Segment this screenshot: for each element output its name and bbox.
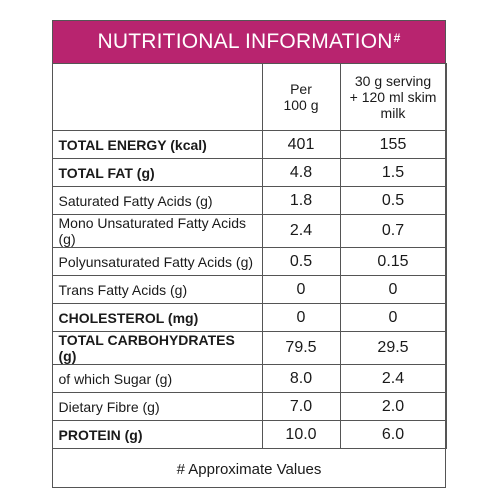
nutrient-value: 0.5 bbox=[339, 186, 447, 215]
nutrition-table: Per 100 g 30 g serving + 120 ml skim mil… bbox=[51, 63, 447, 449]
nutrient-value: 0 bbox=[261, 303, 341, 332]
nutrient-label: TOTAL CARBOHYDRATES (g) bbox=[51, 331, 263, 365]
column-header-cell: 30 g serving + 120 ml skim milk bbox=[339, 63, 447, 131]
empty-cell bbox=[51, 63, 263, 131]
nutrient-value: 2.4 bbox=[261, 214, 341, 248]
nutrient-label: TOTAL FAT (g) bbox=[51, 158, 263, 187]
nutrient-row: TOTAL FAT (g) 4.8 1.5 bbox=[51, 158, 447, 187]
header: NUTRITIONAL INFORMATION # bbox=[53, 21, 445, 63]
nutrient-value: 4.8 bbox=[261, 158, 341, 187]
nutrient-value: 155 bbox=[339, 130, 447, 159]
nutrient-value: 7.0 bbox=[261, 392, 341, 421]
nutrient-value: 0.5 bbox=[261, 247, 341, 276]
nutrient-label: of which Sugar (g) bbox=[51, 364, 263, 393]
nutrient-value: 2.0 bbox=[339, 392, 447, 421]
nutrient-label: CHOLESTEROL (mg) bbox=[51, 303, 263, 332]
nutrient-row: CHOLESTEROL (mg) 0 0 bbox=[51, 303, 447, 332]
nutrient-label: Trans Fatty Acids (g) bbox=[51, 275, 263, 304]
nutrient-row: of which Sugar (g) 8.0 2.4 bbox=[51, 364, 447, 393]
title-superscript: # bbox=[393, 31, 401, 45]
nutrient-value: 0 bbox=[339, 303, 447, 332]
nutrient-row: Polyunsaturated Fatty Acids (g) 0.5 0.15 bbox=[51, 247, 447, 276]
nutrient-value: 79.5 bbox=[261, 331, 341, 365]
column-header: Per 100 g bbox=[283, 81, 319, 113]
nutrient-value: 6.0 bbox=[339, 420, 447, 449]
nutrient-label: Mono Unsaturated Fatty Acids (g) bbox=[51, 214, 263, 248]
nutrient-row: Dietary Fibre (g) 7.0 2.0 bbox=[51, 392, 447, 421]
nutrient-row: TOTAL CARBOHYDRATES (g) 79.5 29.5 bbox=[51, 331, 447, 365]
column-header-cell: Per 100 g bbox=[261, 63, 341, 131]
nutrient-value: 1.8 bbox=[261, 186, 341, 215]
nutrient-value: 8.0 bbox=[261, 364, 341, 393]
nutrient-label: PROTEIN (g) bbox=[51, 420, 263, 449]
nutrient-value: 2.4 bbox=[339, 364, 447, 393]
nutrient-value: 10.0 bbox=[261, 420, 341, 449]
nutrient-value: 1.5 bbox=[339, 158, 447, 187]
column-header: 30 g serving + 120 ml skim milk bbox=[349, 73, 437, 121]
nutrient-label: Saturated Fatty Acids (g) bbox=[51, 186, 263, 215]
nutrient-value: 401 bbox=[261, 130, 341, 159]
nutrient-value: 0.7 bbox=[339, 214, 447, 248]
nutrient-label: Polyunsaturated Fatty Acids (g) bbox=[51, 247, 263, 276]
nutrient-row: PROTEIN (g) 10.0 6.0 bbox=[51, 420, 447, 449]
nutrient-label: TOTAL ENERGY (kcal) bbox=[51, 130, 263, 159]
nutrient-label: Dietary Fibre (g) bbox=[51, 392, 263, 421]
footnote: # Approximate Values bbox=[176, 461, 322, 478]
nutrient-value: 29.5 bbox=[339, 331, 447, 365]
nutrient-value: 0.15 bbox=[339, 247, 447, 276]
nutrient-row: Saturated Fatty Acids (g) 1.8 0.5 bbox=[51, 186, 447, 215]
nutrient-row: TOTAL ENERGY (kcal) 401 155 bbox=[51, 130, 447, 159]
nutrient-value: 0 bbox=[339, 275, 447, 304]
header-row: Per 100 g 30 g serving + 120 ml skim mil… bbox=[51, 63, 447, 131]
nutrient-row: Trans Fatty Acids (g) 0 0 bbox=[51, 275, 447, 304]
nutrient-row: Mono Unsaturated Fatty Acids (g) 2.4 0.7 bbox=[51, 214, 447, 248]
nutrition-panel: NUTRITIONAL INFORMATION # Per 100 g 30 g … bbox=[51, 20, 447, 488]
title: NUTRITIONAL INFORMATION bbox=[97, 30, 393, 53]
nutrient-value: 0 bbox=[261, 275, 341, 304]
